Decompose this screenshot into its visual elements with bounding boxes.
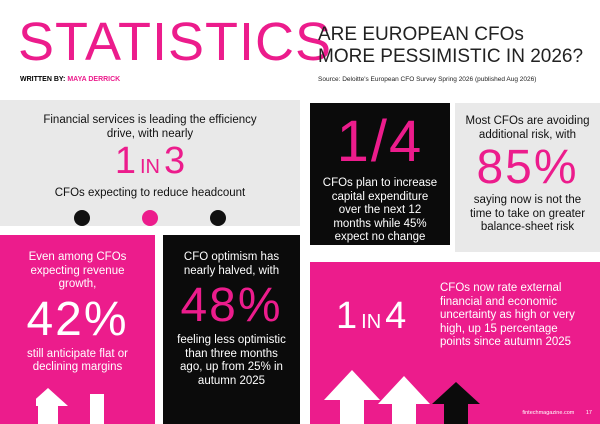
panel-caption: CFOs plan to increase capital expenditur… xyxy=(322,177,438,243)
stat-panel: CFO optimism has nearly halved, with 48%… xyxy=(163,235,300,424)
stat-panel: Even among CFOs expecting revenue growth… xyxy=(0,235,155,424)
stat-join: IN xyxy=(140,156,160,178)
panel-caption: CFOs now rate external financial and eco… xyxy=(440,282,575,348)
panel-stat: 1/4 xyxy=(336,109,424,174)
panel-stat: 85% xyxy=(476,141,579,194)
source: Source: Deloitte's European CFO Survey S… xyxy=(318,76,537,83)
arrow xyxy=(378,376,430,424)
headline-line: ARE EUROPEAN CFOs xyxy=(318,24,524,45)
stat-join: IN xyxy=(361,311,382,333)
person-icon xyxy=(142,209,158,226)
panel-intro: Even among CFOs expecting revenue growth… xyxy=(28,251,127,290)
stat-total: 4 xyxy=(385,295,407,337)
website: fintechmagazine.com xyxy=(522,410,575,416)
stat-number: 1 xyxy=(114,140,136,182)
panel-stat: 1 IN 3 xyxy=(30,141,270,187)
stat-total: 3 xyxy=(164,140,186,182)
arrow-icons xyxy=(324,370,480,424)
panel-stat: 48% xyxy=(180,279,283,332)
panel-caption: saying now is not the time to take on gr… xyxy=(469,194,586,233)
bar-icon xyxy=(90,394,104,424)
panel-caption: CFOs expecting to reduce headcount xyxy=(54,187,246,199)
panel-intro: Most CFOs are avoiding additional risk, … xyxy=(465,115,590,141)
stat-panel: 1/4 CFOs plan to increase capital expend… xyxy=(310,103,450,245)
stat-panel: Financial services is leading the effici… xyxy=(0,100,300,226)
footer: fintechmagazine.com 17 xyxy=(522,410,592,416)
stat-panel: 1 IN 4 CFOs now rate external financial an… xyxy=(310,262,600,424)
stat-number: 1 xyxy=(336,295,358,337)
people-icons xyxy=(74,209,226,226)
arrow-icons xyxy=(36,388,104,424)
person-icon xyxy=(210,209,226,226)
stat-panel: Most CFOs are avoiding additional risk, … xyxy=(455,103,600,252)
person-icon xyxy=(74,209,90,226)
headline-line: MORE PESSIMISTIC IN 2026? xyxy=(318,46,584,67)
arrow xyxy=(432,382,480,424)
arrow xyxy=(36,388,68,424)
byline: WRITTEN BY: MAYA DERRICK xyxy=(20,76,120,83)
panel-intro: CFO optimism has nearly halved, with xyxy=(183,251,280,277)
author: MAYA DERRICK xyxy=(67,76,121,83)
headline: ARE EUROPEAN CFOs MORE PESSIMISTIC IN 20… xyxy=(318,24,583,68)
panel-stat: 42% xyxy=(26,292,129,346)
arrow xyxy=(324,370,380,424)
byline-label: WRITTEN BY: xyxy=(20,76,66,83)
panel-intro: Financial services is leading the effici… xyxy=(43,114,257,140)
panel-caption: feeling less optimistic than three month… xyxy=(177,334,286,387)
page-number: 17 xyxy=(585,410,592,416)
panel-caption: still anticipate flat or declining margi… xyxy=(27,347,128,374)
panel-stat: 1 IN 4 xyxy=(336,296,406,342)
page-title: STATISTICS xyxy=(18,12,333,72)
